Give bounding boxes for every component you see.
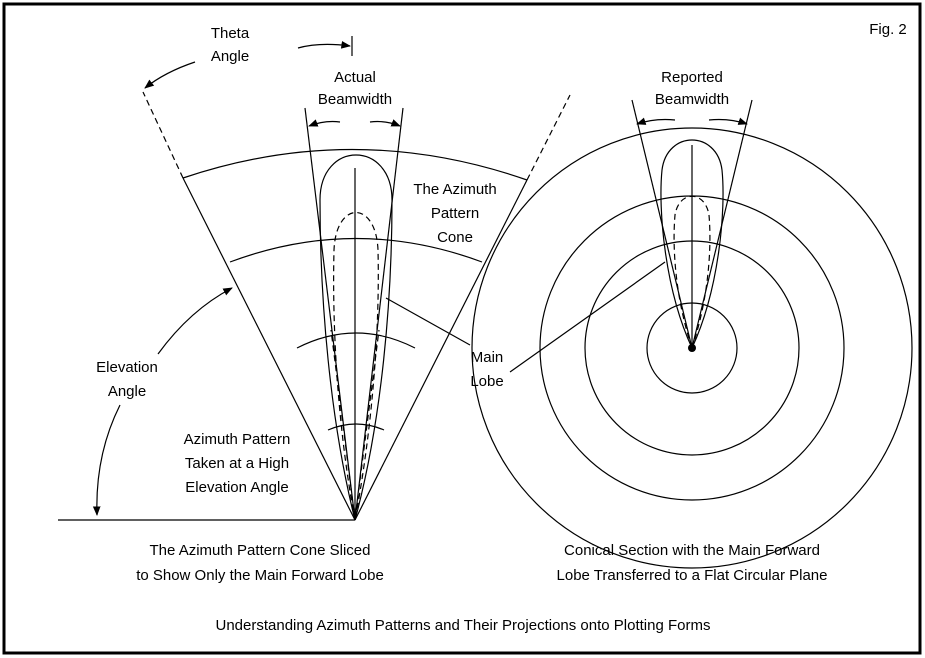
- label: Beamwidth: [318, 91, 392, 108]
- caption: Conical Section with the Main Forward: [564, 542, 820, 559]
- main-caption: Understanding Azimuth Patterns and Their…: [216, 617, 711, 634]
- caption: The Azimuth Pattern Cone Sliced: [150, 542, 371, 559]
- label: Elevation: [96, 359, 158, 376]
- label: Azimuth Pattern: [184, 431, 291, 448]
- label: Reported: [661, 69, 723, 86]
- label: Main: [471, 349, 504, 366]
- caption: to Show Only the Main Forward Lobe: [136, 567, 384, 584]
- label: Lobe: [470, 373, 503, 390]
- label: Angle: [211, 48, 249, 65]
- labels: Fig. 2 Theta Angle Actual Beamwidth Repo…: [96, 21, 907, 634]
- label: Actual: [334, 69, 376, 86]
- figure-label: Fig. 2: [869, 21, 907, 38]
- label: Taken at a High: [185, 455, 289, 472]
- label: Pattern: [431, 205, 479, 222]
- label: Theta: [211, 25, 250, 42]
- label: Angle: [108, 383, 146, 400]
- right-circles: [471, 99, 913, 569]
- label: Elevation Angle: [185, 479, 288, 496]
- left-cone: [58, 36, 666, 521]
- label: Cone: [437, 229, 473, 246]
- caption: Lobe Transferred to a Flat Circular Plan…: [557, 567, 828, 584]
- label: The Azimuth: [413, 181, 496, 198]
- label: Beamwidth: [655, 91, 729, 108]
